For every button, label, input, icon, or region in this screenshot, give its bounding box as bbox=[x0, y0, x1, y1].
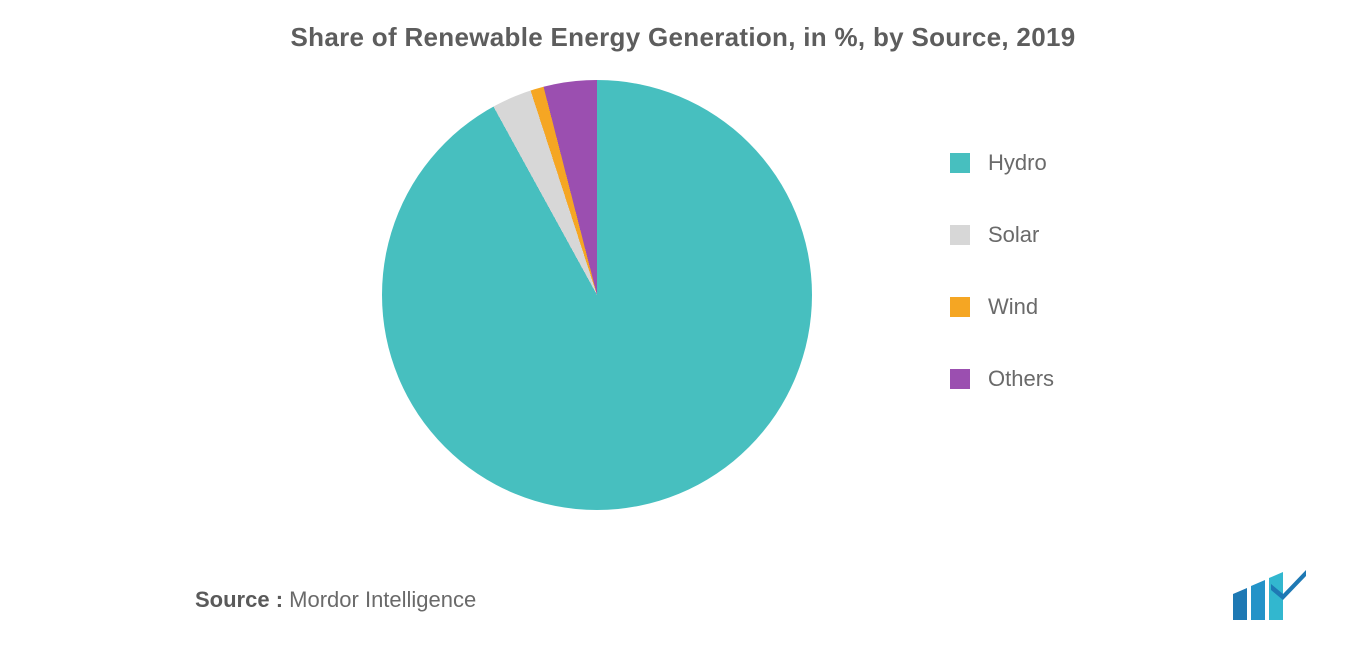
legend-swatch bbox=[950, 297, 970, 317]
legend-item: Others bbox=[950, 366, 1054, 392]
mordor-logo bbox=[1231, 570, 1306, 625]
legend-item: Hydro bbox=[950, 150, 1054, 176]
source-text: Mordor Intelligence bbox=[289, 587, 476, 612]
pie-chart-graphic bbox=[382, 80, 812, 510]
legend-swatch bbox=[950, 369, 970, 389]
source-line: Source : Mordor Intelligence bbox=[195, 587, 476, 613]
source-label: Source : bbox=[195, 587, 283, 612]
chart-title: Share of Renewable Energy Generation, in… bbox=[0, 22, 1366, 53]
legend-label: Others bbox=[988, 366, 1054, 392]
legend-label: Wind bbox=[988, 294, 1038, 320]
legend-label: Hydro bbox=[988, 150, 1047, 176]
legend-label: Solar bbox=[988, 222, 1039, 248]
legend-swatch bbox=[950, 225, 970, 245]
legend-swatch bbox=[950, 153, 970, 173]
logo-bar bbox=[1251, 580, 1265, 620]
legend-item: Wind bbox=[950, 294, 1054, 320]
pie-chart bbox=[382, 80, 812, 510]
legend: Hydro Solar Wind Others bbox=[950, 150, 1054, 438]
legend-item: Solar bbox=[950, 222, 1054, 248]
logo-bar bbox=[1233, 588, 1247, 620]
